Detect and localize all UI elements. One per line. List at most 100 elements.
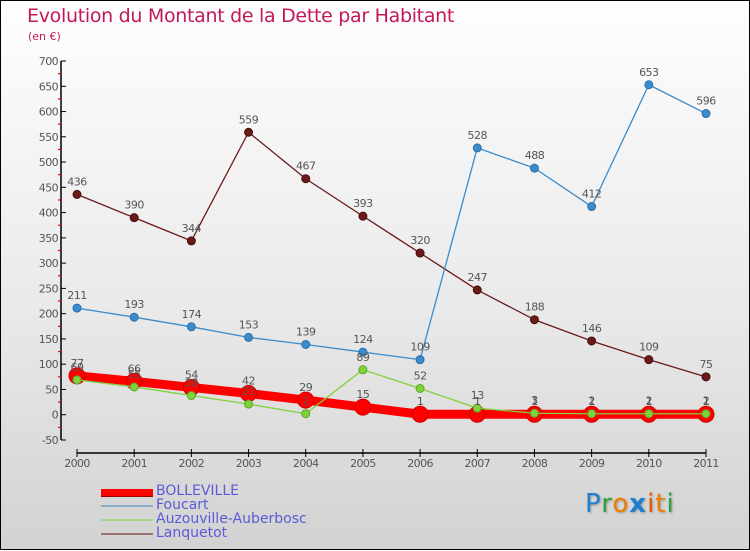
data-point [244, 127, 254, 137]
data-point [415, 383, 425, 393]
y-tick-label: 50 [45, 383, 58, 396]
data-label: 139 [296, 325, 316, 338]
y-tick-label: 450 [39, 181, 59, 194]
legend-swatch [101, 505, 153, 507]
data-point [301, 339, 311, 349]
data-point [186, 322, 196, 332]
legend-item-foucart[interactable]: Foucart [101, 497, 361, 513]
data-label: 467 [296, 160, 316, 173]
y-tick-label: 550 [39, 131, 59, 144]
x-tick-label: 2005 [350, 457, 376, 470]
chart-title: Evolution du Montant de la Dette par Hab… [27, 5, 455, 27]
x-tick-label: 2000 [64, 457, 90, 470]
y-tick-label: 300 [39, 257, 59, 270]
series-line [76, 131, 707, 378]
logo-letter: i [666, 489, 675, 519]
data-point [129, 312, 139, 322]
y-tick-label: 400 [39, 207, 59, 220]
data-label: 1 [703, 395, 710, 408]
legend-item-lanquetot[interactable]: Lanquetot [101, 525, 361, 541]
data-label: 54 [185, 368, 198, 381]
data-label: 528 [468, 129, 488, 142]
data-point [411, 405, 429, 423]
x-tick-label: 2007 [464, 457, 490, 470]
x-tick-label: 2002 [179, 457, 205, 470]
data-point [129, 213, 139, 223]
data-point [129, 382, 139, 392]
series-layer [68, 80, 715, 423]
data-label: 559 [239, 113, 259, 126]
data-label: 109 [410, 341, 430, 354]
y-tick-label: 700 [39, 55, 59, 68]
data-point [415, 355, 425, 365]
legend-swatch [101, 533, 153, 535]
data-label: 174 [182, 308, 202, 321]
data-point [472, 403, 482, 413]
data-label: 1 [417, 395, 424, 408]
data-point [701, 409, 711, 419]
data-label: 1 [531, 395, 538, 408]
data-label: 2 [588, 395, 595, 408]
data-label: 393 [353, 197, 373, 210]
data-point [644, 409, 654, 419]
data-label: 69 [71, 361, 84, 374]
data-point [72, 303, 82, 313]
data-label: 77 [71, 357, 84, 370]
data-label: 211 [67, 289, 87, 302]
data-label: 247 [468, 271, 488, 284]
data-label: 1 [588, 395, 595, 408]
legend-item-auzouville-auberbosc[interactable]: Auzouville-Auberbosc [101, 511, 361, 527]
legend-swatch [101, 519, 153, 521]
y-tick-label: 600 [39, 106, 59, 119]
data-label: 188 [525, 301, 545, 314]
data-label: 344 [182, 222, 202, 235]
data-point [186, 236, 196, 246]
data-point [529, 315, 539, 325]
logo-letter: t [655, 489, 667, 519]
logo-letter: r [601, 489, 613, 519]
data-label: 390 [124, 199, 144, 212]
data-label: 153 [239, 318, 259, 331]
data-point [644, 80, 654, 90]
axes: -50 0 50 100 150 200 250 300 350 400 450 500 550 600 6… [39, 55, 720, 470]
logo-letter: i [647, 489, 656, 519]
legend-label: Foucart [156, 497, 209, 513]
data-point [301, 174, 311, 184]
x-tick-label: 2010 [636, 457, 662, 470]
data-point [644, 355, 654, 365]
legend-swatch [101, 489, 153, 497]
data-point [587, 202, 597, 212]
data-point [472, 285, 482, 295]
data-label: 21 [242, 385, 255, 398]
data-label: 653 [639, 66, 659, 79]
data-point [297, 391, 315, 409]
data-point [72, 189, 82, 199]
y-tick-label: 150 [39, 333, 59, 346]
data-label: 75 [700, 358, 713, 371]
data-point [354, 398, 372, 416]
y-tick-label: 0 [52, 409, 59, 422]
y-tick-label: 200 [39, 308, 59, 321]
data-label: 52 [414, 369, 427, 382]
x-tick-label: 2004 [293, 457, 319, 470]
data-label: 596 [696, 95, 716, 108]
data-label: 42 [242, 375, 255, 388]
data-label: 89 [356, 351, 369, 364]
data-label: 38 [185, 377, 198, 390]
data-label: 109 [639, 341, 659, 354]
x-tick-label: 2009 [579, 457, 605, 470]
y-tick-label: 650 [39, 80, 59, 93]
data-point [244, 332, 254, 342]
logo-letter: o [612, 489, 630, 519]
data-label: 436 [67, 175, 87, 188]
legend-item-bolleville[interactable]: BOLLEVILLE [101, 483, 361, 499]
data-point [472, 143, 482, 153]
chart-subtitle: (en €) [28, 30, 61, 43]
data-point [415, 248, 425, 258]
data-label: 55 [128, 368, 141, 381]
data-label: 29 [299, 381, 312, 394]
data-point [587, 409, 597, 419]
y-tick-label: 350 [39, 232, 59, 245]
data-label: 15 [356, 388, 369, 401]
